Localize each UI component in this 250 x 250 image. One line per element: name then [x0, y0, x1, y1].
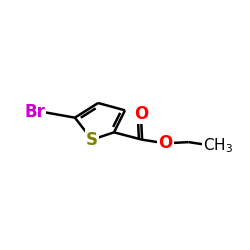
Text: CH$_3$: CH$_3$: [203, 136, 233, 155]
Text: S: S: [86, 131, 98, 149]
Text: O: O: [134, 105, 148, 123]
Text: O: O: [158, 134, 172, 152]
Text: Br: Br: [24, 102, 45, 120]
